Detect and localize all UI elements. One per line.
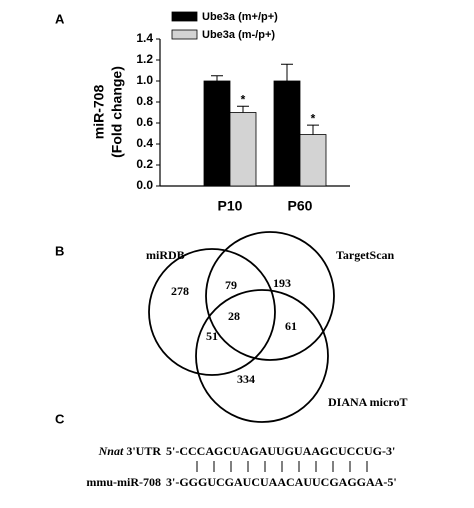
venn-count: 79	[225, 278, 237, 292]
y-tick-label: 0.2	[136, 157, 153, 171]
venn-count: 61	[285, 319, 297, 333]
venn-circle	[148, 248, 276, 376]
significance-label: *	[241, 92, 246, 106]
panel-label: C	[55, 411, 65, 426]
legend-label: Ube3a (m-/p+)	[202, 29, 275, 41]
sequence: 3'-GGGUCGAUCUAACAUUCGAGGAA-5'	[166, 475, 397, 489]
bar	[299, 134, 327, 187]
x-tick-label: P60	[288, 198, 313, 214]
x-tick-label: P10	[218, 198, 243, 214]
gene-name: Nnat	[98, 444, 124, 458]
panel-label: A	[55, 11, 65, 26]
venn-count: 278	[171, 284, 189, 298]
venn-set-label: DIANA microT	[328, 395, 407, 409]
bar	[203, 80, 231, 187]
y-tick-label: 0.8	[136, 94, 153, 108]
y-axis-label: miR-708	[91, 85, 107, 140]
error-bar	[281, 63, 293, 81]
y-tick-label: 1.0	[136, 73, 153, 87]
significance-label: *	[311, 111, 316, 125]
utr-label: 3'UTR	[126, 444, 161, 458]
error-bar	[307, 124, 319, 135]
y-tick-label: 1.4	[136, 31, 153, 45]
legend-swatch	[171, 29, 198, 40]
legend-label: Ube3a (m+/p+)	[202, 11, 278, 23]
sequence: 5'-CCCAGCUAGAUUGUAAGCUCCUG-3'	[166, 444, 395, 458]
venn-set-label: TargetScan	[336, 248, 395, 262]
legend-swatch	[171, 11, 198, 22]
venn-count: 334	[237, 372, 255, 386]
alignment-label: Nnat 3'UTR	[98, 444, 162, 458]
y-axis-label: (Fold change)	[109, 66, 125, 158]
venn-circle	[205, 231, 335, 361]
y-tick-label: 0.6	[136, 115, 153, 129]
venn-circles	[148, 231, 335, 423]
y-tick-label: 0.4	[136, 136, 153, 150]
venn-circle	[195, 289, 329, 423]
y-tick-label: 1.2	[136, 52, 153, 66]
venn-count: 193	[273, 276, 291, 290]
venn-count: 51	[206, 329, 218, 343]
error-bar	[211, 75, 223, 81]
pairing-bars	[196, 461, 368, 472]
venn-count: 28	[228, 309, 240, 323]
bar	[273, 80, 301, 187]
panel-label: B	[55, 243, 64, 258]
venn-set-label: miRDB	[146, 248, 185, 262]
y-tick-label: 0.0	[136, 178, 153, 192]
error-bar	[237, 105, 249, 113]
alignment-label: mmu-miR-708	[86, 475, 161, 489]
bar	[229, 112, 257, 187]
